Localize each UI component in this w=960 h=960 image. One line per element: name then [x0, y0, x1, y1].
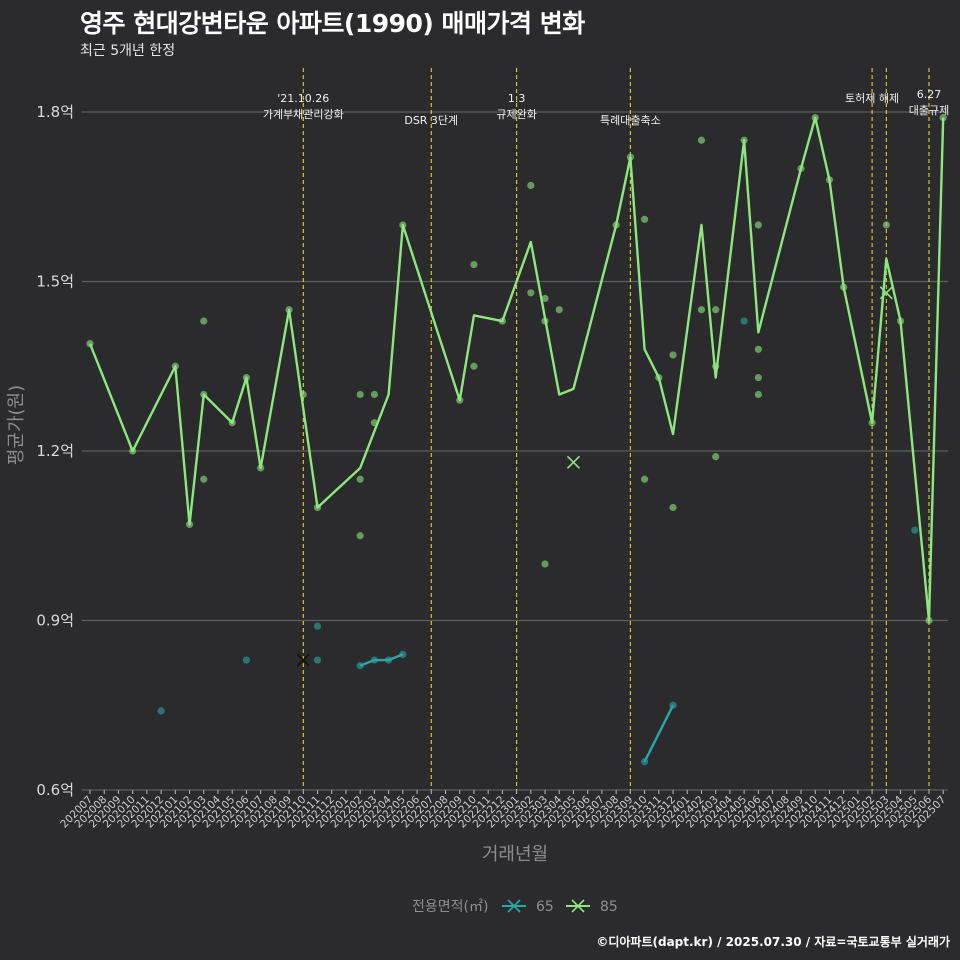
data-point-85 [697, 136, 706, 144]
data-point-85 [541, 560, 549, 568]
y-tick-label: 1.2억 [36, 442, 74, 460]
data-point-85 [356, 532, 364, 540]
data-point-65 [313, 656, 322, 664]
data-point-85 [257, 464, 265, 472]
legend-item-65: 65 [502, 899, 554, 915]
data-point-85 [868, 419, 876, 427]
data-point-85 [669, 351, 677, 359]
cross-marker-85 [879, 286, 893, 300]
data-point-85 [541, 317, 549, 325]
data-point-85 [370, 419, 378, 427]
data-point-65 [157, 707, 165, 715]
cross-marker-85 [566, 455, 581, 469]
chart-subtitle: 최근 5개년 한정 [80, 43, 176, 59]
data-point-65 [640, 758, 649, 766]
data-point-85 [228, 419, 236, 427]
legend-key-cross [507, 899, 521, 913]
data-point-85 [939, 114, 947, 122]
data-point-85 [896, 317, 905, 325]
data-point-85 [86, 340, 94, 348]
data-point-85 [200, 475, 208, 483]
event-label: DSR 3단계 [404, 114, 458, 127]
data-point-85 [200, 390, 208, 399]
data-point-85 [797, 164, 805, 173]
data-point-85 [470, 260, 478, 269]
y-tick-label: 0.9억 [36, 612, 74, 630]
data-point-85 [129, 447, 137, 455]
data-point-85 [555, 306, 563, 314]
data-point-85 [669, 503, 677, 512]
data-point-85 [626, 153, 634, 161]
data-point-85 [754, 221, 762, 229]
y-tick-label: 0.6억 [36, 781, 74, 799]
data-point-85 [754, 390, 762, 399]
legend-title: 전용면적(㎡) [412, 899, 488, 915]
data-point-85 [925, 616, 933, 625]
legend-label: 65 [536, 899, 554, 915]
data-point-85 [740, 136, 748, 144]
legend-label: 85 [600, 899, 618, 915]
event-label: 1.3 규제완화 [496, 92, 536, 121]
cross-marker-65 [296, 653, 310, 667]
series-65 [157, 317, 919, 766]
event-label: '21.10.26 가계부채관리강화 [263, 92, 344, 121]
data-point-85 [399, 221, 407, 229]
data-point-85 [370, 390, 378, 399]
data-point-85 [712, 306, 720, 314]
data-point-85 [498, 317, 506, 325]
data-point-85 [470, 362, 478, 370]
data-point-85 [612, 221, 620, 229]
y-axis-title: 평균가(원) [6, 385, 27, 465]
series-line-65 [359, 653, 404, 667]
data-point-85 [840, 283, 848, 291]
data-point-85 [655, 373, 663, 382]
data-point-85 [825, 176, 834, 184]
legend-item-85: 85 [566, 899, 618, 915]
data-point-85 [811, 114, 819, 122]
data-point-85 [527, 289, 535, 297]
data-point-85 [285, 306, 293, 314]
data-point-65 [356, 662, 364, 670]
data-point-65 [313, 622, 322, 630]
data-point-65 [385, 656, 393, 664]
data-point-85 [640, 475, 649, 483]
data-point-85 [697, 306, 706, 314]
data-point-85 [356, 390, 364, 399]
event-label: 6.27 대출규제 [909, 88, 949, 117]
data-point-85 [242, 373, 251, 382]
event-label: 특례대출축소 [600, 114, 661, 127]
y-tick-label: 1.8억 [36, 103, 74, 121]
legend: 전용면적(㎡) 65 85 [412, 899, 618, 915]
series-85 [86, 114, 947, 625]
data-point-85 [299, 390, 307, 399]
data-point-65 [911, 526, 919, 534]
series-line-65 [643, 704, 675, 763]
data-point-85 [171, 362, 179, 370]
data-point-85 [356, 475, 364, 483]
data-point-65 [669, 701, 677, 709]
data-point-85 [456, 396, 464, 404]
data-point-85 [882, 221, 890, 229]
data-point-65 [370, 656, 378, 664]
chart-caption: ©디아파트(dapt.kr) / 2025.07.30 / 자료=국토교통부 실… [596, 935, 950, 949]
x-axis-title: 거래년월 [482, 844, 548, 865]
data-point-85 [754, 345, 762, 353]
data-point-65 [740, 317, 748, 325]
legend-key-cross [571, 899, 585, 913]
data-point-85 [541, 294, 549, 303]
data-point-65 [242, 656, 251, 664]
data-point-85 [527, 181, 535, 190]
data-point-65 [399, 650, 407, 659]
y-tick-label: 1.5억 [36, 273, 74, 291]
data-point-85 [200, 317, 208, 325]
data-point-85 [712, 362, 720, 370]
data-point-85 [754, 373, 762, 382]
data-point-85 [313, 503, 322, 512]
chart-title: 영주 현대강변타운 아파트(1990) 매매가격 변화 [80, 9, 585, 38]
data-point-85 [712, 453, 720, 461]
data-point-85 [185, 520, 194, 529]
data-point-85 [640, 215, 649, 223]
event-label: 토허제 해제 [845, 91, 899, 105]
